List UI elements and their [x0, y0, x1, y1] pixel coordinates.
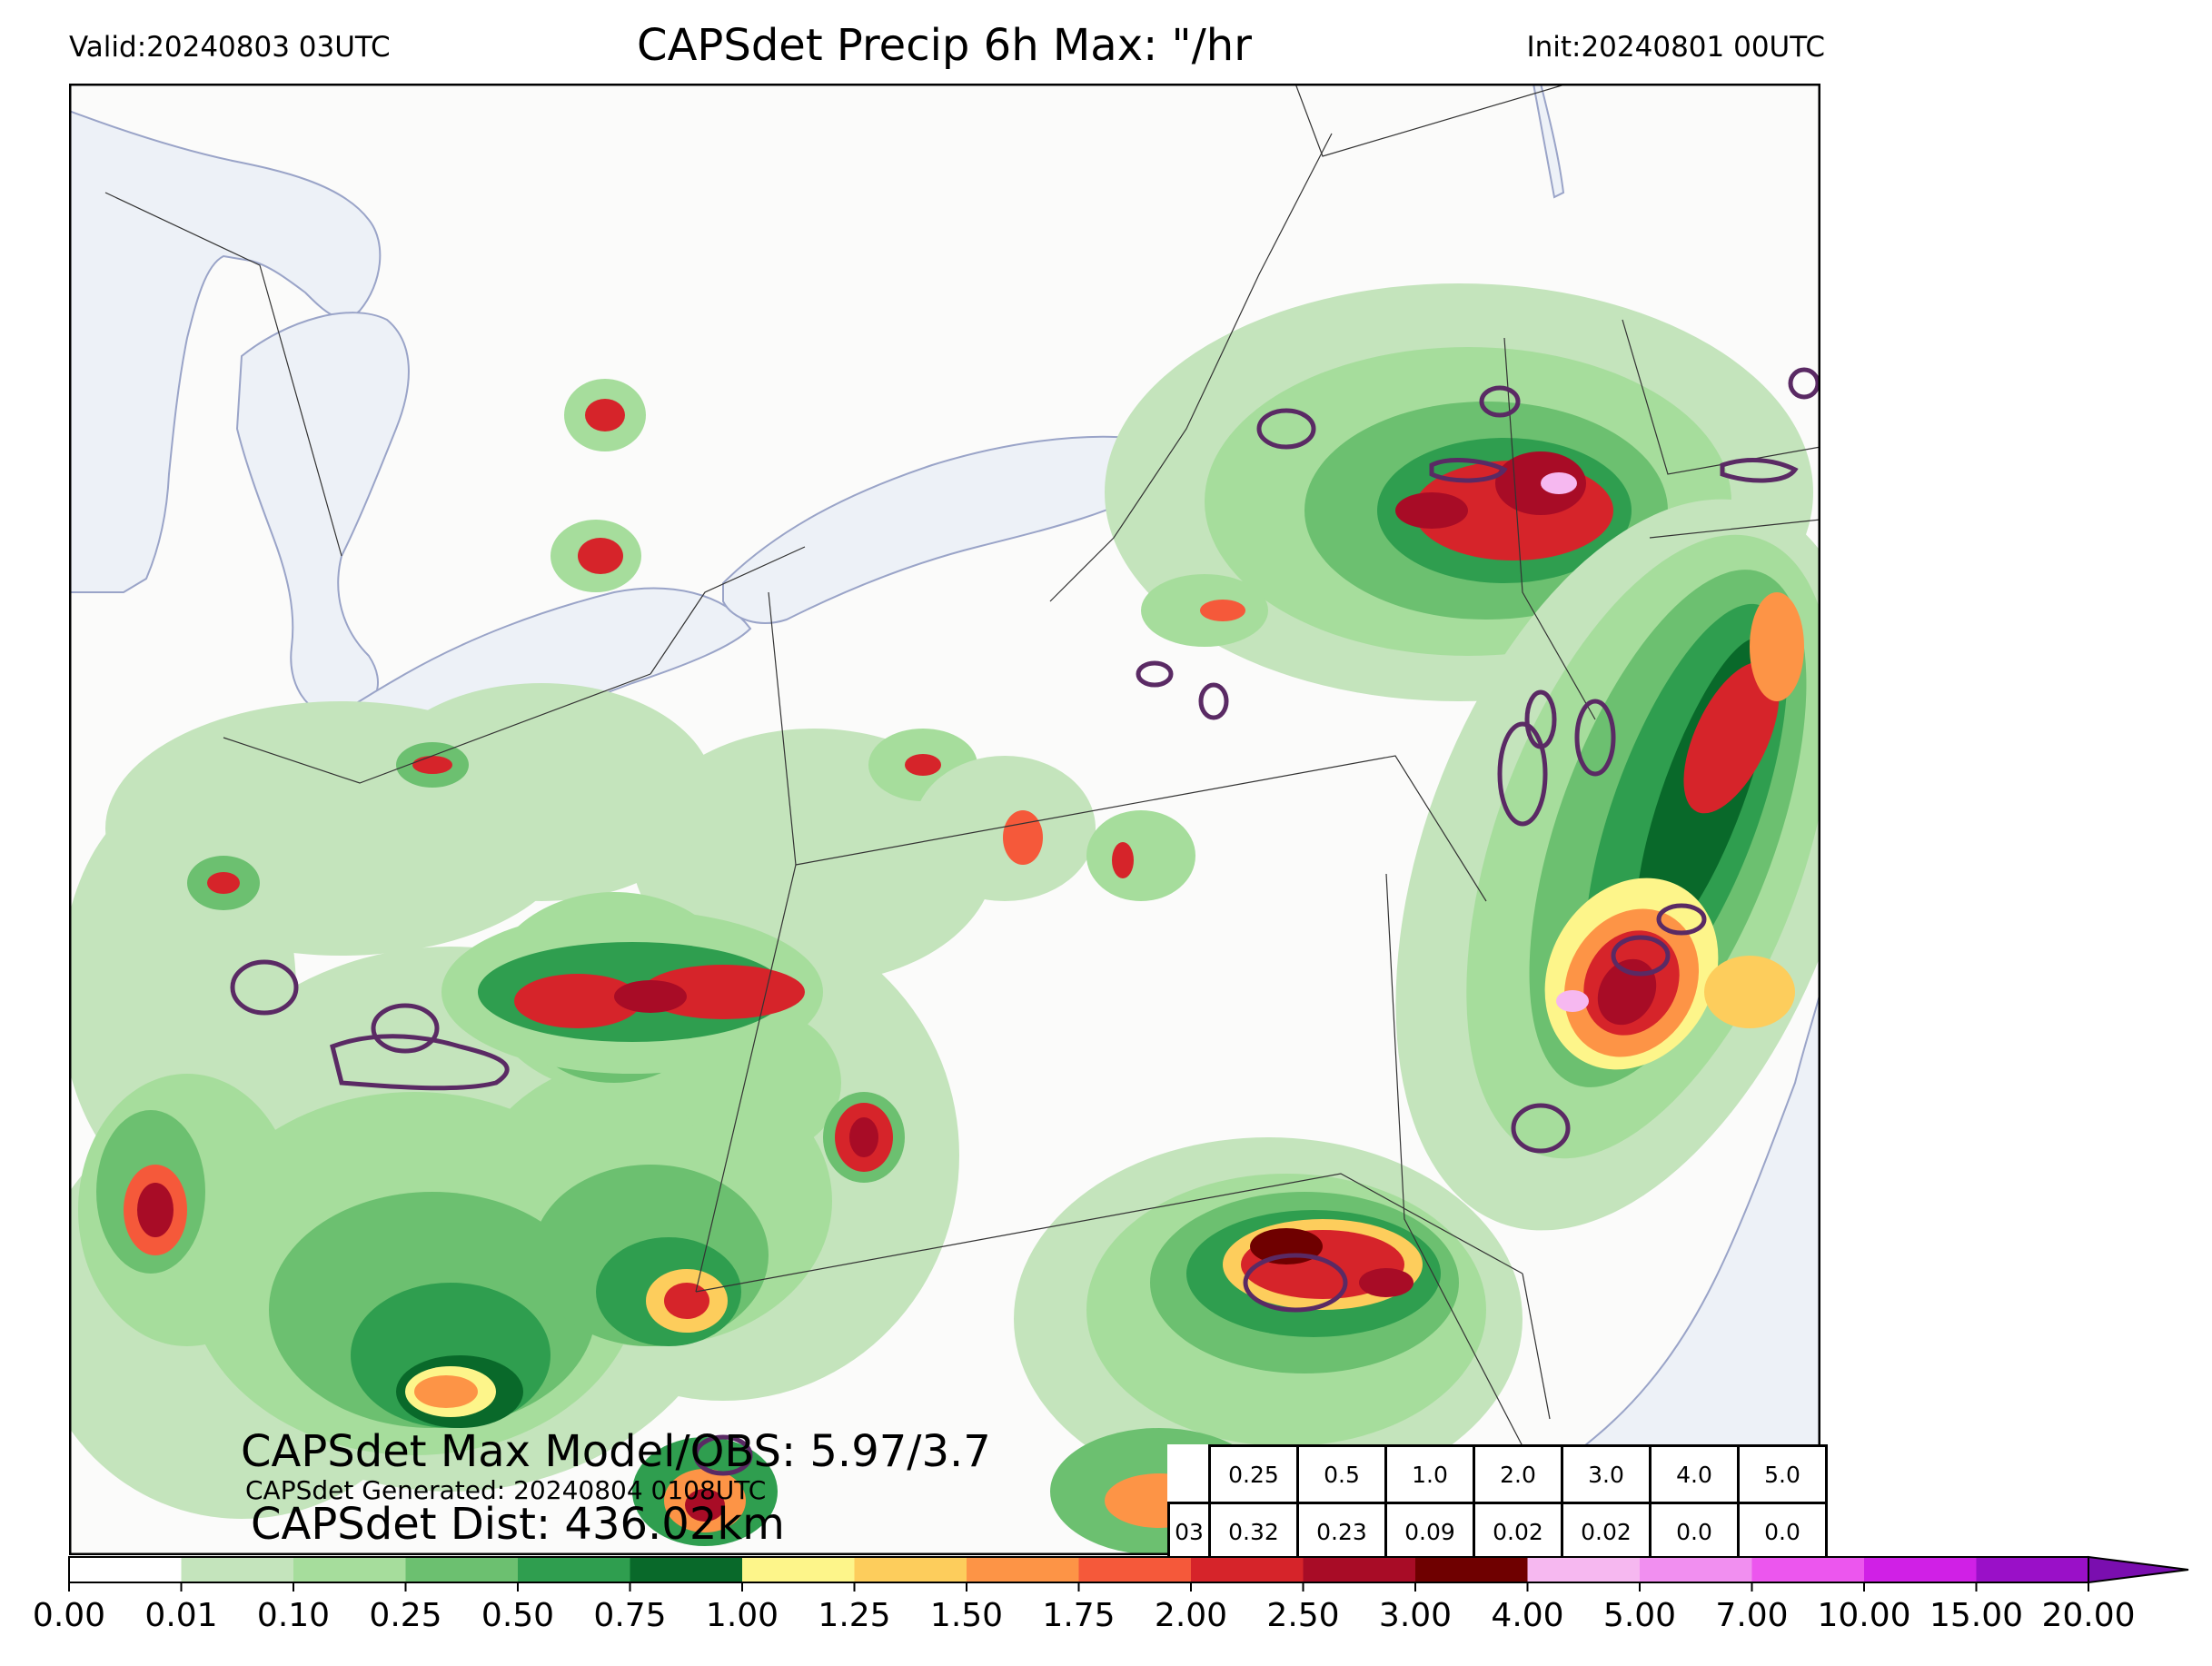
colorbar-tick-label: 1.75 [1042, 1597, 1115, 1634]
colorbar-swatch [405, 1557, 519, 1582]
colorbar-tick-label: 1.50 [930, 1597, 1003, 1634]
generated-label: CAPSdet Generated: 20240804 0108UTC [245, 1475, 767, 1505]
colorbar-swatch [293, 1557, 406, 1582]
colorbar-tick-label: 1.25 [818, 1597, 890, 1634]
colorbar-swatch [742, 1557, 855, 1582]
colorbar-tick-label: 5.00 [1603, 1597, 1676, 1634]
colorbar-swatch [1415, 1557, 1528, 1582]
score-cell: 0.32 [1208, 1502, 1299, 1562]
precip-field [69, 283, 1820, 1555]
lake-superior-michigan [69, 109, 382, 593]
colorbar-swatch [518, 1557, 630, 1582]
colorbar-swatch [1191, 1557, 1304, 1582]
colorbar-swatch [967, 1557, 1079, 1582]
colorbar-swatch [1640, 1557, 1752, 1582]
threshold-cell: 0.25 [1208, 1444, 1299, 1504]
colorbar-swatch [1527, 1557, 1641, 1582]
threshold-cell: 0.5 [1296, 1444, 1387, 1504]
colorbar-tick-label: 2.00 [1155, 1597, 1227, 1634]
score-cell: 0.09 [1384, 1502, 1475, 1562]
colorbar-swatch [1303, 1557, 1416, 1582]
lake-huron [235, 312, 410, 721]
colorbar: 0.00 0.01 0.10 0.25 0.50 0.75 1.00 1.25 1.50 1.75… [33, 1555, 2189, 1634]
max-obs-label: CAPSdet Max Model/OBS: 5.97/3.7 [241, 1426, 991, 1477]
threshold-cell: 1.0 [1384, 1444, 1475, 1504]
colorbar-tick-label: 2.50 [1266, 1597, 1339, 1634]
map-frame [69, 84, 1820, 1555]
colorbar-swatch [1864, 1557, 1977, 1582]
colorbar-tick-label: 0.10 [257, 1597, 330, 1634]
colorbar-swatch [181, 1557, 294, 1582]
colorbar-tick-label: 1.00 [706, 1597, 779, 1634]
threshold-cell: 5.0 [1737, 1444, 1828, 1504]
colorbar-swatch [1751, 1557, 1865, 1582]
obs-contours [230, 367, 1820, 1476]
colorbar-swatch [630, 1557, 743, 1582]
threshold-header-row: 0.25 0.5 1.0 2.0 3.0 4.0 5.0 [1169, 1444, 1828, 1504]
precip-map [69, 84, 1820, 1555]
colorbar-extend-arrow [2088, 1555, 2189, 1584]
colorbar-tick-label: 0.00 [33, 1597, 105, 1634]
colorbar-swatch [1078, 1557, 1192, 1582]
political-borders [104, 84, 1820, 1447]
colorbar-tick-label: 0.01 [144, 1597, 217, 1634]
colorbar-tick-label: 20.00 [2041, 1597, 2135, 1634]
row-label: 03 [1167, 1502, 1211, 1562]
chart-title: CAPSdet Precip 6h Max: "/hr [637, 20, 1252, 71]
colorbar-swatch [69, 1557, 182, 1582]
colorbar-tick-label: 0.25 [369, 1597, 441, 1634]
score-cell: 0.02 [1473, 1502, 1563, 1562]
precip-mid-cluster [441, 910, 823, 1074]
score-cell: 0.0 [1649, 1502, 1740, 1562]
precip-small-cells [187, 379, 1195, 910]
colorbar-swatch [1976, 1557, 2089, 1582]
colorbar-swatch [854, 1557, 967, 1582]
distance-label: CAPSdet Dist: 436.02km [251, 1499, 785, 1550]
init-time: Init:20240801 00UTC [1526, 31, 1825, 64]
colorbar-tick-label: 0.50 [481, 1597, 554, 1634]
colorbar-tick-label: 0.75 [593, 1597, 666, 1634]
lake-champlain [1532, 84, 1565, 199]
threshold-cell: 4.0 [1649, 1444, 1740, 1504]
threshold-cell: 3.0 [1561, 1444, 1652, 1504]
threshold-table: 0.25 0.5 1.0 2.0 3.0 4.0 5.0 03 0.32 0.2… [1167, 1444, 1828, 1562]
score-cell: 0.23 [1296, 1502, 1387, 1562]
colorbar-tick-label: 4.00 [1491, 1597, 1563, 1634]
precip-east-band [1395, 499, 1820, 1231]
colorbar-tick-label: 10.00 [1817, 1597, 1910, 1634]
score-row: 03 0.32 0.23 0.09 0.02 0.02 0.0 0.0 [1167, 1502, 1828, 1562]
threshold-cell: 2.0 [1473, 1444, 1563, 1504]
score-cell: 0.0 [1737, 1502, 1828, 1562]
colorbar-tick-label: 7.00 [1715, 1597, 1788, 1634]
table-corner [1169, 1446, 1210, 1503]
valid-time: Valid:20240803 03UTC [69, 31, 391, 64]
colorbar-tick-label: 3.00 [1379, 1597, 1452, 1634]
colorbar-tick-label: 15.00 [1929, 1597, 2023, 1634]
